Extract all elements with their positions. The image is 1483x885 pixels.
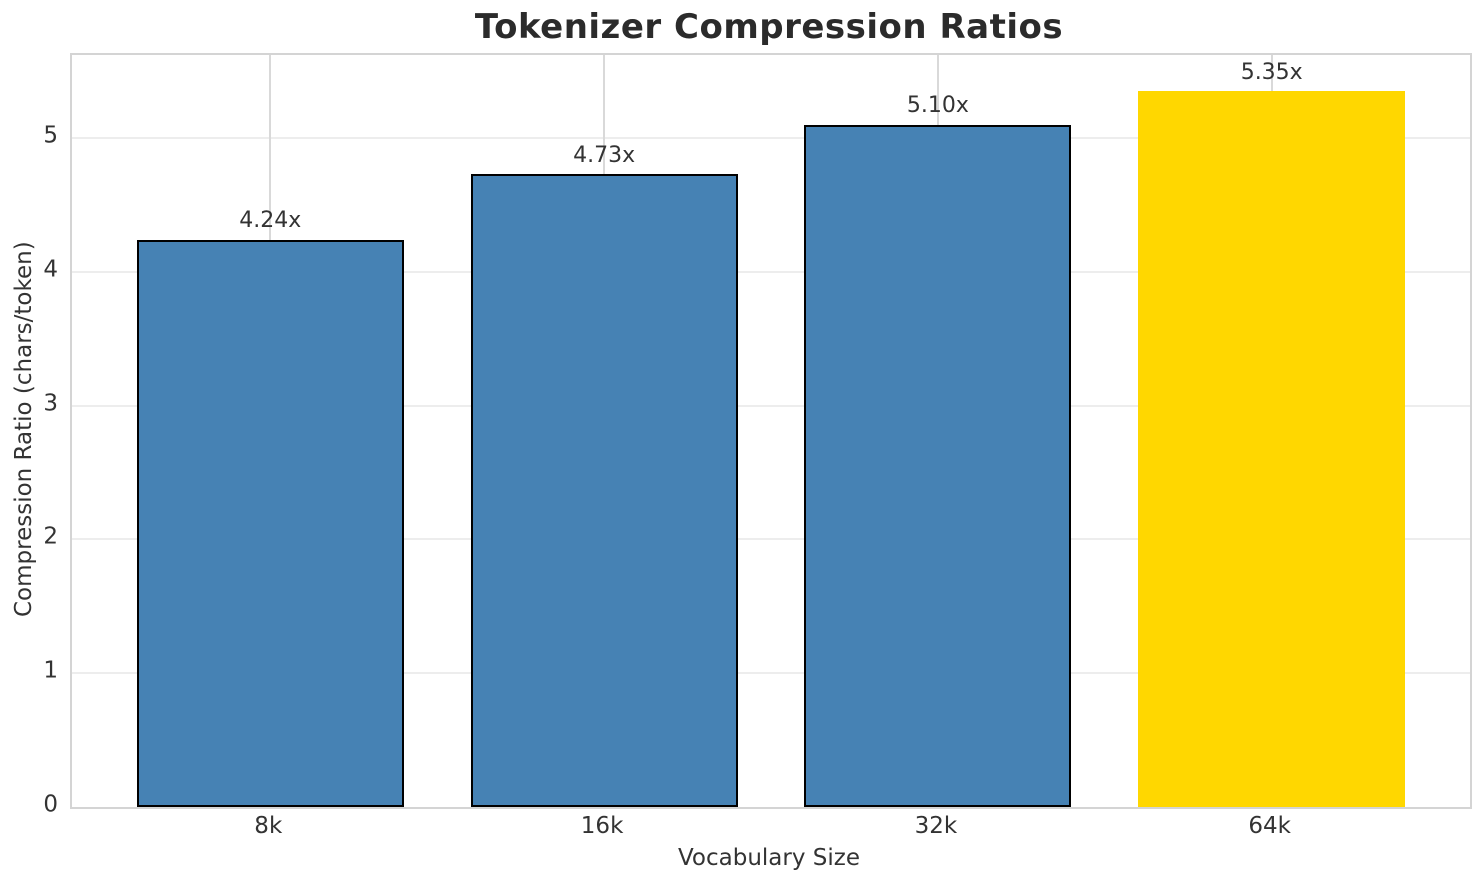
bar-value-label-32k: 5.10x bbox=[906, 93, 969, 119]
h-gridline-1 bbox=[72, 672, 1470, 675]
y-tick-label-0: 0 bbox=[43, 791, 58, 818]
y-tick-label-4: 4 bbox=[43, 256, 58, 283]
y-tick-label-3: 3 bbox=[43, 390, 58, 417]
bar-value-label-16k: 4.73x bbox=[573, 142, 636, 168]
h-gridline-3 bbox=[72, 404, 1470, 407]
bar-16k bbox=[470, 174, 738, 807]
y-axis-ticks: 0 1 2 3 4 5 bbox=[0, 53, 58, 816]
x-axis-ticks: 8k 16k 32k 64k bbox=[70, 813, 1468, 843]
h-gridline-4 bbox=[72, 270, 1470, 273]
y-tick-label-2: 2 bbox=[43, 523, 58, 550]
bar-32k bbox=[804, 124, 1072, 807]
x-tick-label-32k: 32k bbox=[914, 813, 958, 839]
x-tick-label-64k: 64k bbox=[1248, 813, 1291, 839]
bar-value-label-64k: 5.35x bbox=[1240, 59, 1303, 85]
x-axis-label: Vocabulary Size bbox=[677, 845, 860, 871]
bar-8k bbox=[136, 239, 404, 807]
chart-title: Tokenizer Compression Ratios bbox=[474, 7, 1064, 47]
h-gridline-5 bbox=[72, 136, 1470, 139]
y-tick-label-5: 5 bbox=[43, 122, 58, 149]
x-tick-label-8k: 8k bbox=[254, 813, 283, 839]
plot-area: 4.24x 4.73x 5.10x 5.35x bbox=[70, 53, 1472, 809]
y-tick-label-1: 1 bbox=[43, 657, 58, 684]
x-tick-label-16k: 16k bbox=[580, 813, 624, 839]
bars-layer: 4.24x 4.73x 5.10x 5.35x bbox=[72, 55, 1470, 807]
bar-64k bbox=[1138, 91, 1406, 807]
bar-value-label-8k: 4.24x bbox=[239, 208, 302, 234]
h-gridline-2 bbox=[72, 538, 1470, 541]
